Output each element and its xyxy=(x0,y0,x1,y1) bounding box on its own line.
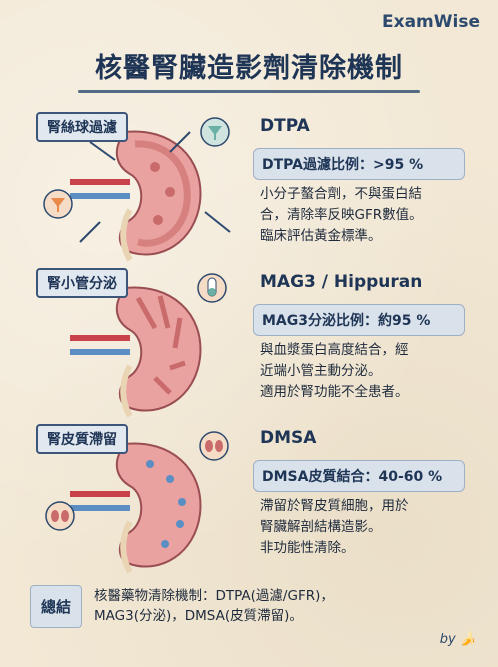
stat-badge: DTPA過濾比例：>95 % xyxy=(253,148,465,180)
summary-box: 總結 核醫藥物清除機制：DTPA(過濾/GFR)， MAG3(分泌)，DMSA(… xyxy=(30,580,450,632)
funnel-icon xyxy=(200,117,230,147)
summary-text: 核醫藥物清除機制：DTPA(過濾/GFR)， MAG3(分泌)，DMSA(皮質滯… xyxy=(94,588,334,624)
brand-logo: ExamWise xyxy=(382,12,480,32)
section-tag: 腎絲球過濾 xyxy=(36,112,128,142)
author-credit: by 🍌 xyxy=(439,632,476,647)
section-tag: 腎皮質滯留 xyxy=(36,424,128,454)
stat-badge: MAG3分泌比例：約95 % xyxy=(253,304,465,336)
section-cortical-retention: 腎皮質滯留 DMSA DMSA皮質結合：40-60 % 滯留於腎皮質細胞，用於 … xyxy=(0,424,498,574)
stat-badge: DMSA皮質結合：40-60 % xyxy=(253,460,465,492)
kidney-retention-illustration xyxy=(45,431,229,574)
drug-name: MAG3 / Hippuran xyxy=(260,272,423,292)
summary-tag: 總結 xyxy=(30,584,83,628)
kidney-secretion-illustration xyxy=(70,273,227,418)
drug-name: DTPA xyxy=(260,116,310,136)
small-kidney-icon xyxy=(45,501,75,531)
description: 與血漿蛋白高度結合，經 近端小管主動分泌。 適用於腎功能不全患者。 xyxy=(260,342,409,400)
small-kidney-icon xyxy=(199,431,229,461)
description: 小分子螯合劑，不與蛋白結 合，清除率反映GFR數值。 臨床評估黃金標準。 xyxy=(260,186,423,244)
kidney-filtration-illustration xyxy=(43,117,231,262)
drug-name: DMSA xyxy=(260,428,317,448)
page-title: 核醫腎臟造影劑清除機制 xyxy=(95,53,403,84)
section-tag: 腎小管分泌 xyxy=(36,268,128,298)
section-tubular-secretion: 腎小管分泌 MAG3 / Hippuran MAG3分泌比例：約95 % 與血漿… xyxy=(0,268,498,418)
title-underline xyxy=(78,90,420,93)
section-glomerular-filtration: 腎絲球過濾 DTPA DTPA過濾比例：>95 % 小分子螯合劑，不與蛋白結 合… xyxy=(0,112,498,262)
description: 滯留於腎皮質細胞，用於 腎臟解剖結構造影。 非功能性清除。 xyxy=(260,498,409,556)
funnel-icon xyxy=(43,189,73,219)
test-tube-icon xyxy=(197,273,227,303)
